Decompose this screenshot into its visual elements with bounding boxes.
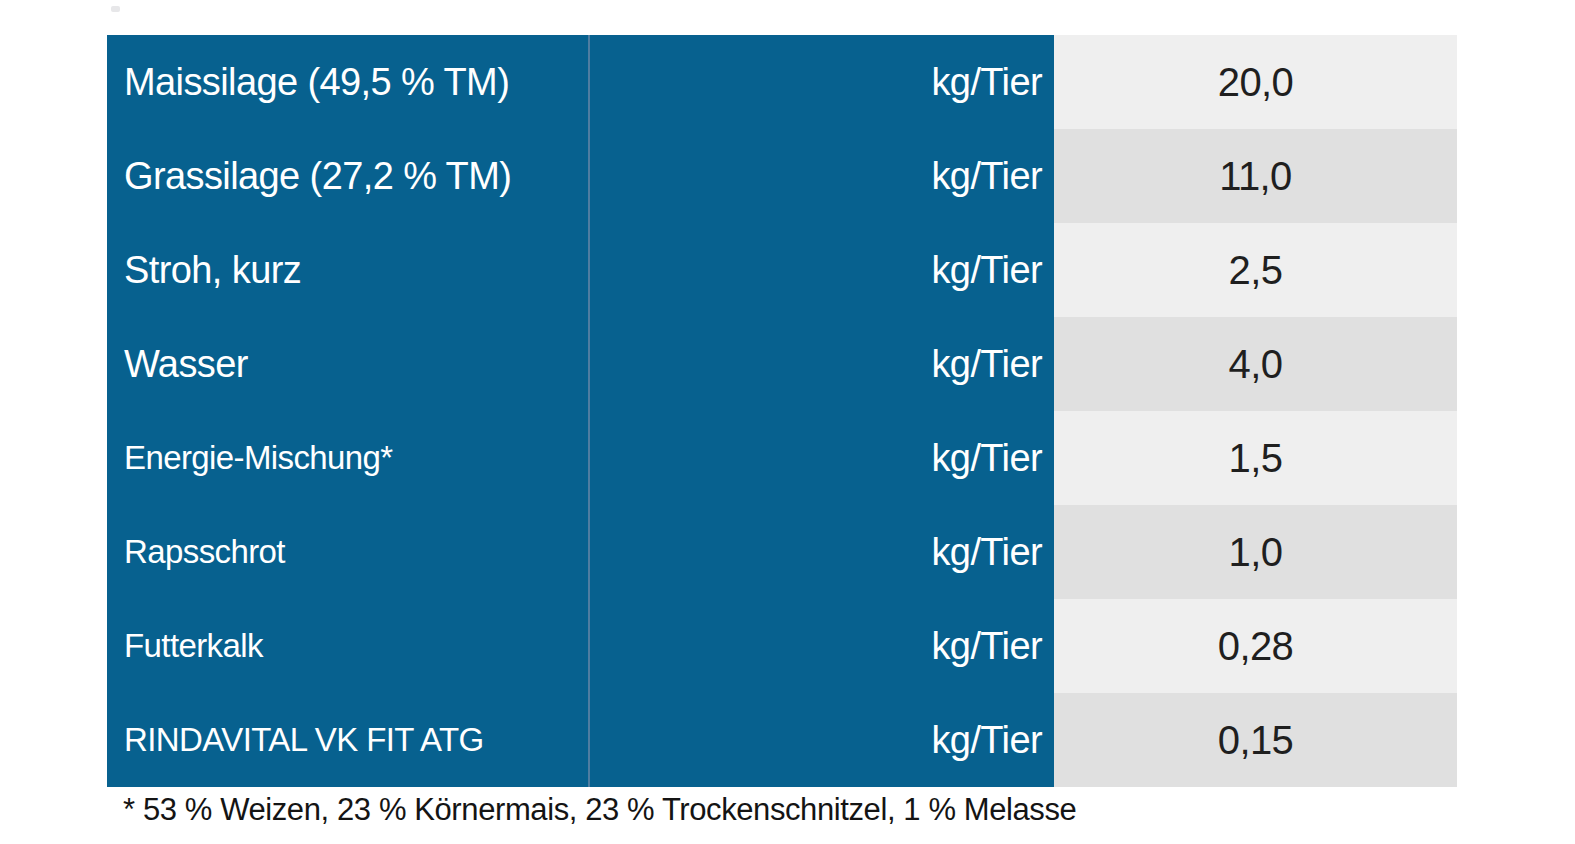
feed-name-cell: RINDAVITAL VK FIT ATG xyxy=(107,693,590,787)
footnote: * 53 % Weizen, 23 % Körnermais, 23 % Tro… xyxy=(123,792,1076,828)
artifact-speck xyxy=(111,6,120,12)
feed-name-cell: Energie-Mischung* xyxy=(107,411,590,505)
unit-cell: kg/Tier xyxy=(590,505,1054,599)
unit-cell: kg/Tier xyxy=(590,35,1054,129)
value-cell: 0,28 xyxy=(1054,599,1457,693)
value-cell: 4,0 xyxy=(1054,317,1457,411)
unit-cell: kg/Tier xyxy=(590,599,1054,693)
value-cell: 1,5 xyxy=(1054,411,1457,505)
unit-cell: kg/Tier xyxy=(590,411,1054,505)
value-cell: 11,0 xyxy=(1054,129,1457,223)
value-cell: 2,5 xyxy=(1054,223,1457,317)
feed-name-cell: Grassilage (27,2 % TM) xyxy=(107,129,590,223)
feed-name-cell: Wasser xyxy=(107,317,590,411)
unit-cell: kg/Tier xyxy=(590,129,1054,223)
feed-name-cell: Futterkalk xyxy=(107,599,590,693)
feed-name-cell: Rapsschrot xyxy=(107,505,590,599)
value-cell: 0,15 xyxy=(1054,693,1457,787)
slide-canvas: Maissilage (49,5 % TM) kg/Tier 20,0 Gras… xyxy=(0,0,1575,844)
value-cell: 20,0 xyxy=(1054,35,1457,129)
feed-name-cell: Maissilage (49,5 % TM) xyxy=(107,35,590,129)
feed-ration-table: Maissilage (49,5 % TM) kg/Tier 20,0 Gras… xyxy=(107,35,1457,787)
value-cell: 1,0 xyxy=(1054,505,1457,599)
unit-cell: kg/Tier xyxy=(590,223,1054,317)
unit-cell: kg/Tier xyxy=(590,693,1054,787)
unit-cell: kg/Tier xyxy=(590,317,1054,411)
feed-name-cell: Stroh, kurz xyxy=(107,223,590,317)
